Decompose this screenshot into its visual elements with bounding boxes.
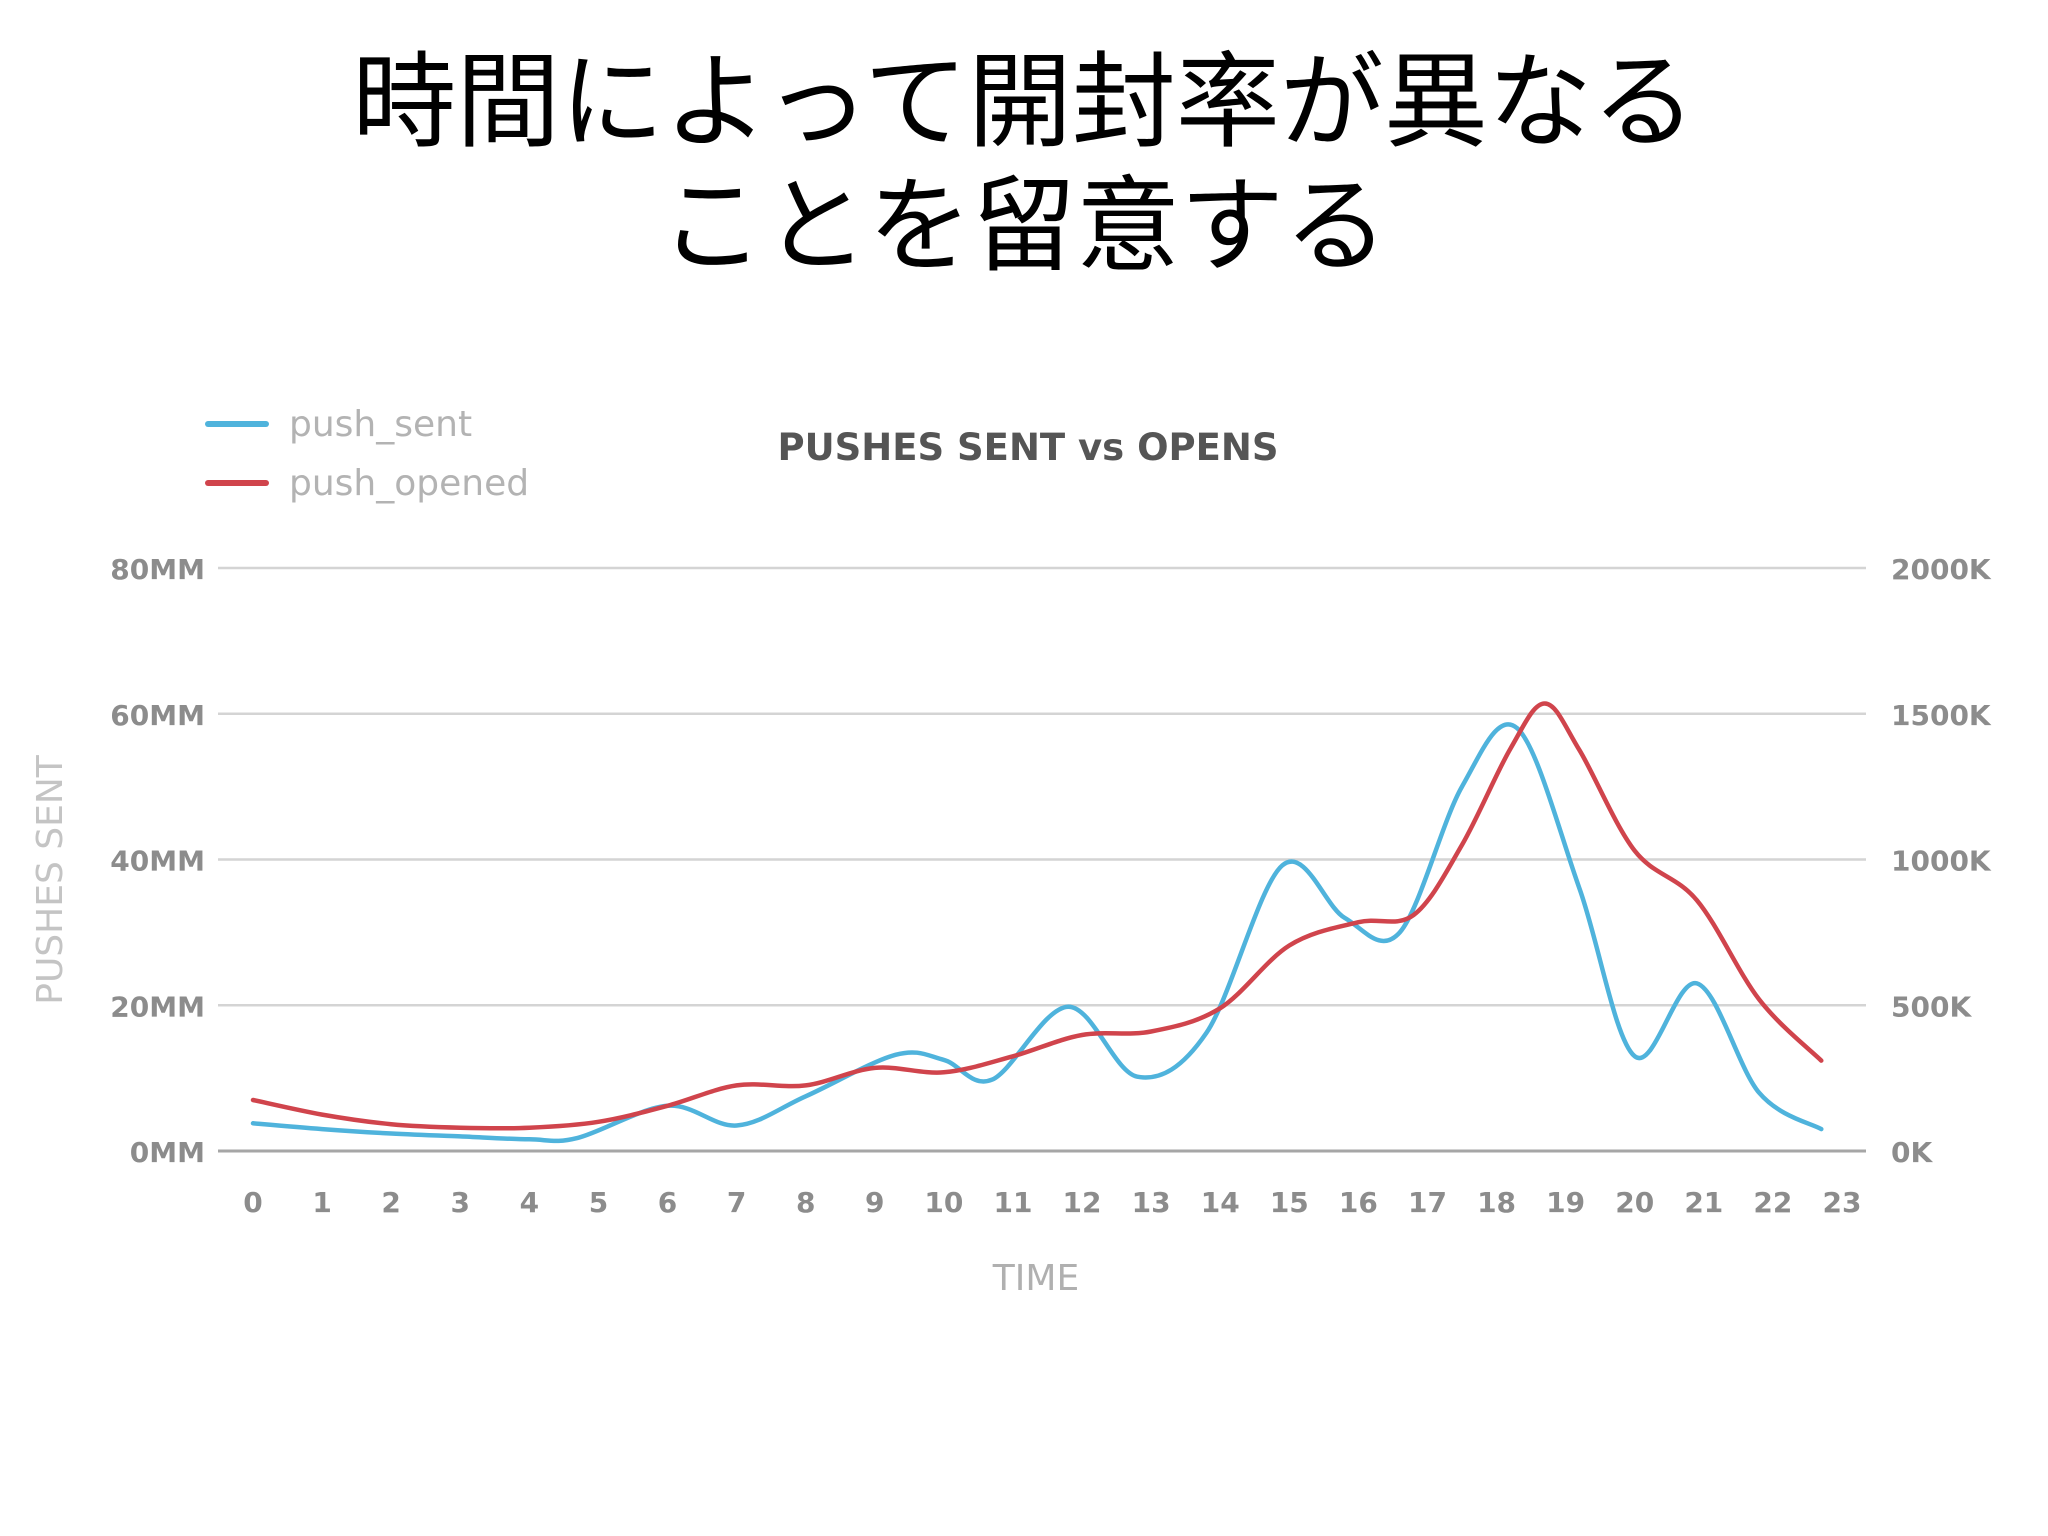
x-axis-label: TIME [992, 1258, 1079, 1299]
series-line-push-opened [250, 701, 1824, 1131]
y2-tick-label: 500K [1891, 990, 1972, 1023]
legend-label: push_sent [289, 404, 472, 445]
x-tick-label: 14 [1201, 1186, 1240, 1219]
y2-tick-label: 0K [1891, 1136, 1933, 1169]
legend-label: push_opened [289, 463, 529, 504]
x-tick-label: 6 [658, 1186, 677, 1219]
grid-lines [218, 566, 1866, 1153]
x-tick-label: 3 [451, 1186, 470, 1219]
x-tick-label: 15 [1270, 1186, 1309, 1219]
x-tick-label: 1 [312, 1186, 331, 1219]
y-axis-label: PUSHES SENT [30, 754, 71, 1005]
y-tick-label: 0MM [130, 1136, 205, 1169]
y2-tick-label: 1000K [1891, 845, 1992, 878]
series-line-push-sent [250, 722, 1824, 1144]
x-tick-label: 17 [1408, 1186, 1447, 1219]
x-tick-label: 2 [381, 1186, 400, 1219]
slide-title-line-1: 時間によって開封率が異なる [352, 41, 1696, 163]
slide-title-line-2: ことを留意する [659, 165, 1388, 287]
y2-tick-label: 2000K [1891, 553, 1992, 586]
x-tick-label: 5 [589, 1186, 608, 1219]
series-lines [250, 701, 1824, 1144]
x-tick-label: 9 [865, 1186, 884, 1219]
x-tick-label: 12 [1063, 1186, 1102, 1219]
chart-title: PUSHES SENT vs OPENS [777, 426, 1278, 469]
x-tick-label: 16 [1339, 1186, 1378, 1219]
axis-labels: PUSHES SENT vs OPENS TIME PUSHES SENT 0M… [30, 426, 1992, 1299]
x-tick-label: 11 [993, 1186, 1032, 1219]
x-tick-label: 7 [727, 1186, 746, 1219]
x-tick-label: 22 [1753, 1186, 1792, 1219]
slide-title: 時間によって開封率が異なる ことを留意する [0, 40, 2048, 288]
x-tick-label: 10 [924, 1186, 963, 1219]
y-tick-label: 80MM [110, 553, 205, 586]
y-tick-label: 20MM [110, 990, 205, 1023]
x-tick-label: 20 [1615, 1186, 1654, 1219]
x-tick-label: 19 [1546, 1186, 1585, 1219]
x-tick-label: 0 [243, 1186, 262, 1219]
x-tick-label: 8 [796, 1186, 815, 1219]
y-tick-label: 40MM [110, 845, 205, 878]
x-tick-label: 18 [1477, 1186, 1516, 1219]
x-tick-label: 21 [1684, 1186, 1723, 1219]
x-tick-label: 13 [1132, 1186, 1171, 1219]
y-tick-label: 60MM [110, 699, 205, 732]
legend: push_sent push_opened [205, 404, 529, 504]
x-tick-label: 4 [520, 1186, 539, 1219]
x-tick-label: 23 [1823, 1186, 1862, 1219]
y2-tick-label: 1500K [1891, 699, 1992, 732]
